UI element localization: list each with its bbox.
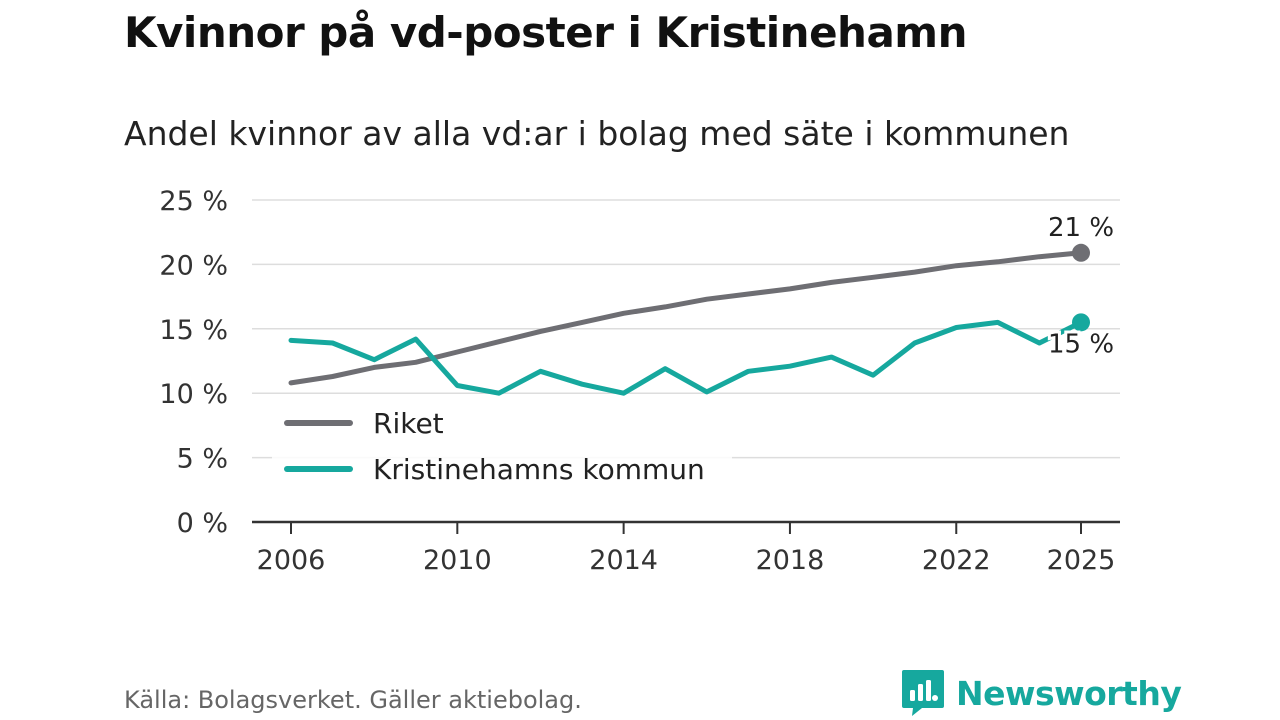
end-label-kommun: 15 % [1048,329,1114,359]
y-tick-label: 15 % [159,315,228,346]
x-tick-label: 2010 [423,545,492,576]
x-tick-label: 2006 [257,545,326,576]
end-point-kommun [1072,313,1090,332]
x-tick-label: 2018 [756,545,825,576]
series-line-riket [288,250,1084,386]
brand-logo: Newsworthy [900,668,1182,718]
series-line-kommun [288,319,1084,396]
end-point-riket [1072,243,1090,262]
legend-background [272,400,732,492]
legend-label-kommun: Kristinehamns kommun [373,453,705,486]
x-tick-label: 2014 [589,545,658,576]
y-tick-label: 0 % [177,508,228,539]
source-note: Källa: Bolagsverket. Gäller aktiebolag. [124,686,582,714]
chart-title: Kvinnor på vd-poster i Kristinehamn [124,8,967,57]
brand-name: Newsworthy [956,673,1182,713]
y-tick-label: 25 % [159,186,228,217]
y-tick-label: 10 % [159,379,228,410]
legend-label-riket: Riket [373,407,444,440]
newsworthy-logo-icon [902,670,944,716]
line-chart: 0 % 5 % 10 % 15 % 20 % 25 % 2006 2010 2014 2018 2… [159,186,1120,576]
x-tick-label: 2025 [1047,545,1116,576]
y-tick-label: 20 % [159,250,228,281]
chart-subtitle: Andel kvinnor av alla vd:ar i bolag med … [124,114,1070,153]
y-tick-label: 5 % [177,444,228,475]
end-label-riket: 21 % [1048,213,1114,243]
x-tick-label: 2022 [922,545,991,576]
